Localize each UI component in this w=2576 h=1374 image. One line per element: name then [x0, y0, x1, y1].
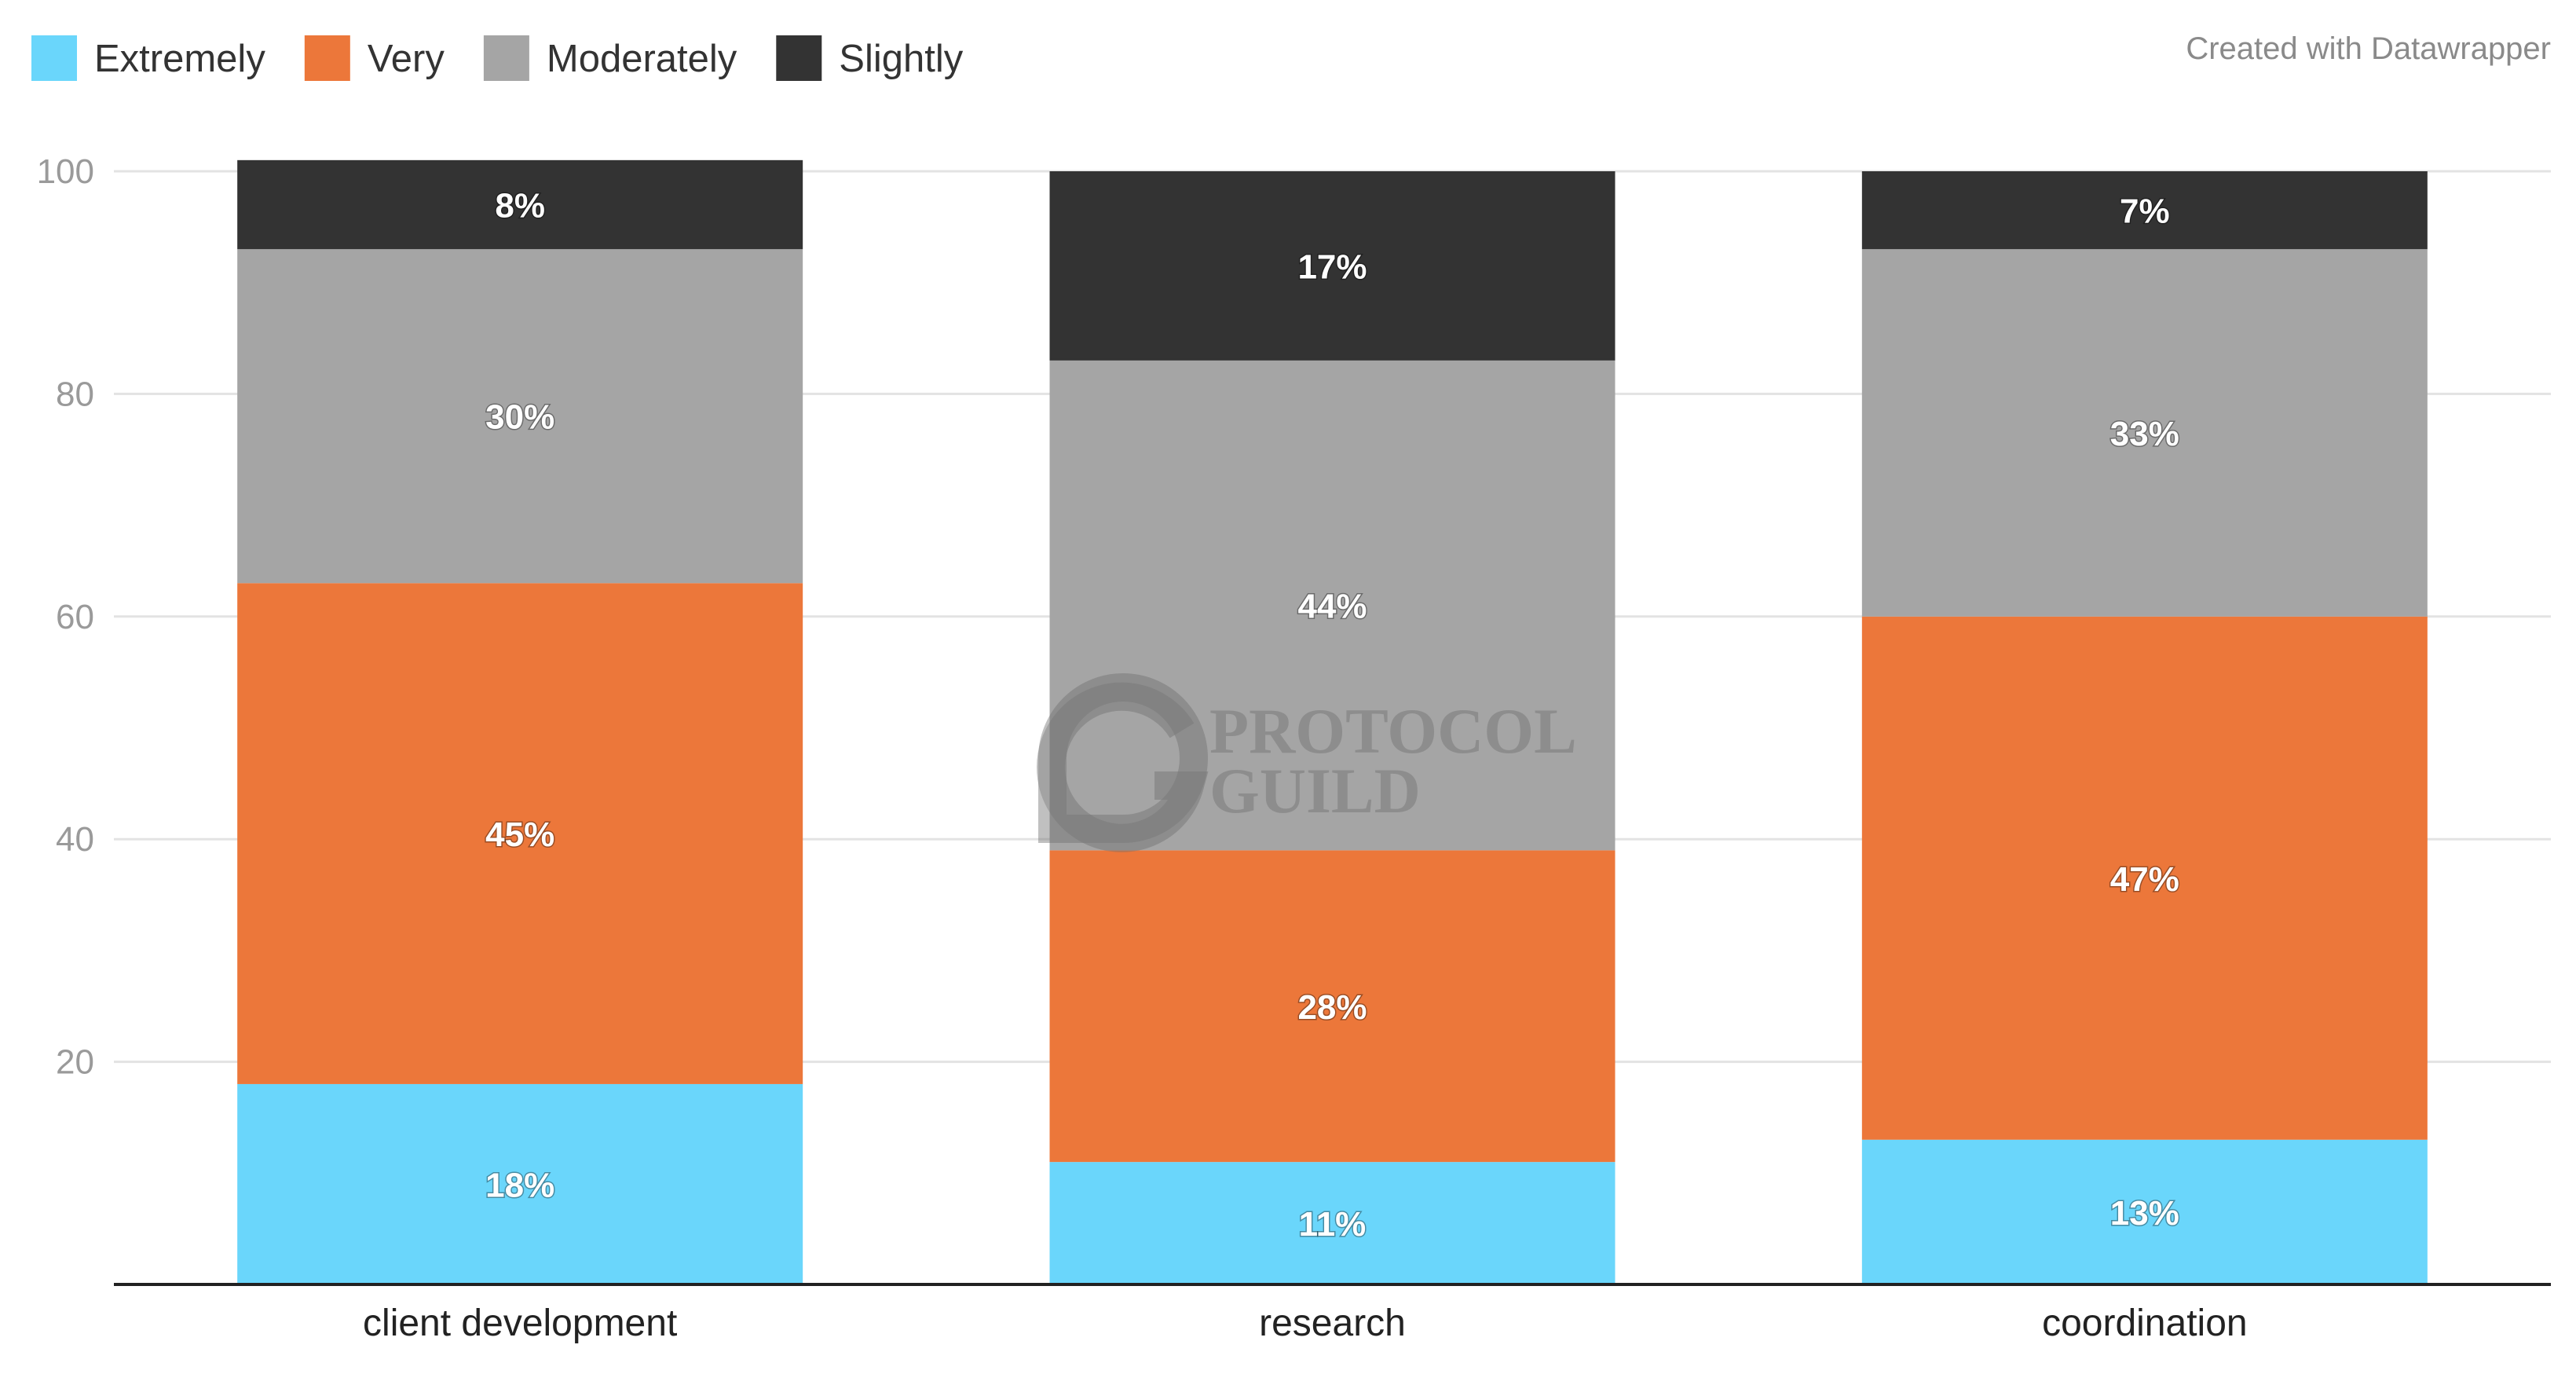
bar-group-research: 11% 28% 44% 17% [1049, 171, 1615, 1284]
bar-group-client-development: 18% 45% 30% 8% [237, 159, 803, 1284]
bar-segment-slightly[interactable] [1049, 171, 1615, 361]
legend-swatch-slightly [776, 35, 822, 81]
bar-segment-extremely[interactable] [1049, 1162, 1615, 1284]
legend: Extremely Very Moderately Slightly [31, 35, 964, 81]
x-tick-label: coordination [2042, 1303, 2248, 1344]
bar-group-coordination: 13% 47% 33% 7% [1861, 171, 2428, 1284]
y-tick-label: 80 [56, 375, 94, 413]
data-label: 44% [1297, 588, 1367, 626]
data-label: 17% [1297, 247, 1367, 286]
legend-item-slightly[interactable]: Slightly [776, 35, 964, 81]
bar-segment-slightly[interactable] [1861, 171, 2428, 250]
bar-segment-very[interactable] [237, 583, 803, 1084]
legend-swatch-very [304, 35, 350, 81]
y-tick-label: 60 [56, 598, 94, 636]
axis-layer: client development research coordination [114, 1283, 2551, 1344]
bar-segment-moderately[interactable] [1861, 249, 2428, 617]
watermark-line2: GUILD [1209, 755, 1421, 826]
y-tick-label: 100 [37, 152, 94, 191]
data-label: 8% [495, 187, 545, 225]
legend-item-extremely[interactable]: Extremely [31, 35, 265, 81]
legend-label: Very [368, 38, 445, 80]
y-tick-label: 40 [56, 820, 94, 859]
data-label: 13% [2110, 1194, 2179, 1233]
credit-text[interactable]: Created with Datawrapper [2186, 31, 2551, 66]
legend-item-moderately[interactable]: Moderately [483, 35, 737, 81]
x-tick-label: research [1259, 1303, 1406, 1344]
data-label: 45% [485, 815, 554, 854]
legend-item-very[interactable]: Very [304, 35, 445, 81]
bars-layer: 18% 45% 30% 8% 11% 28% 44% 17% 13% 47% 33% 7% [237, 159, 2428, 1284]
data-label: 11% [1299, 1205, 1367, 1244]
bar-segment-very[interactable] [1861, 616, 2428, 1140]
x-tick-label: client development [363, 1303, 677, 1344]
bar-segment-moderately[interactable] [1049, 360, 1615, 851]
legend-swatch-extremely [31, 35, 77, 81]
data-label: 28% [1297, 988, 1367, 1027]
data-label: 47% [2110, 860, 2179, 899]
bar-segment-moderately[interactable] [237, 249, 803, 584]
bar-segment-extremely[interactable] [237, 1083, 803, 1284]
watermark-line1: PROTOCOL [1209, 695, 1577, 767]
data-label: 7% [2120, 192, 2170, 231]
data-label: 33% [2110, 415, 2179, 453]
bar-segment-very[interactable] [1049, 850, 1615, 1163]
bar-segment-slightly[interactable] [237, 159, 803, 250]
data-label: 18% [485, 1166, 554, 1204]
protocol-guild-logo-icon [1037, 673, 1209, 852]
legend-swatch-moderately [483, 35, 529, 81]
protocol-guild-watermark: PROTOCOL GUILD [1037, 673, 1577, 852]
legend-label: Slightly [839, 38, 963, 80]
legend-label: Moderately [547, 38, 737, 80]
data-label: 30% [485, 398, 554, 437]
legend-label: Extremely [94, 38, 265, 80]
y-tick-label: 20 [56, 1043, 94, 1082]
bar-segment-extremely[interactable] [1861, 1139, 2428, 1284]
